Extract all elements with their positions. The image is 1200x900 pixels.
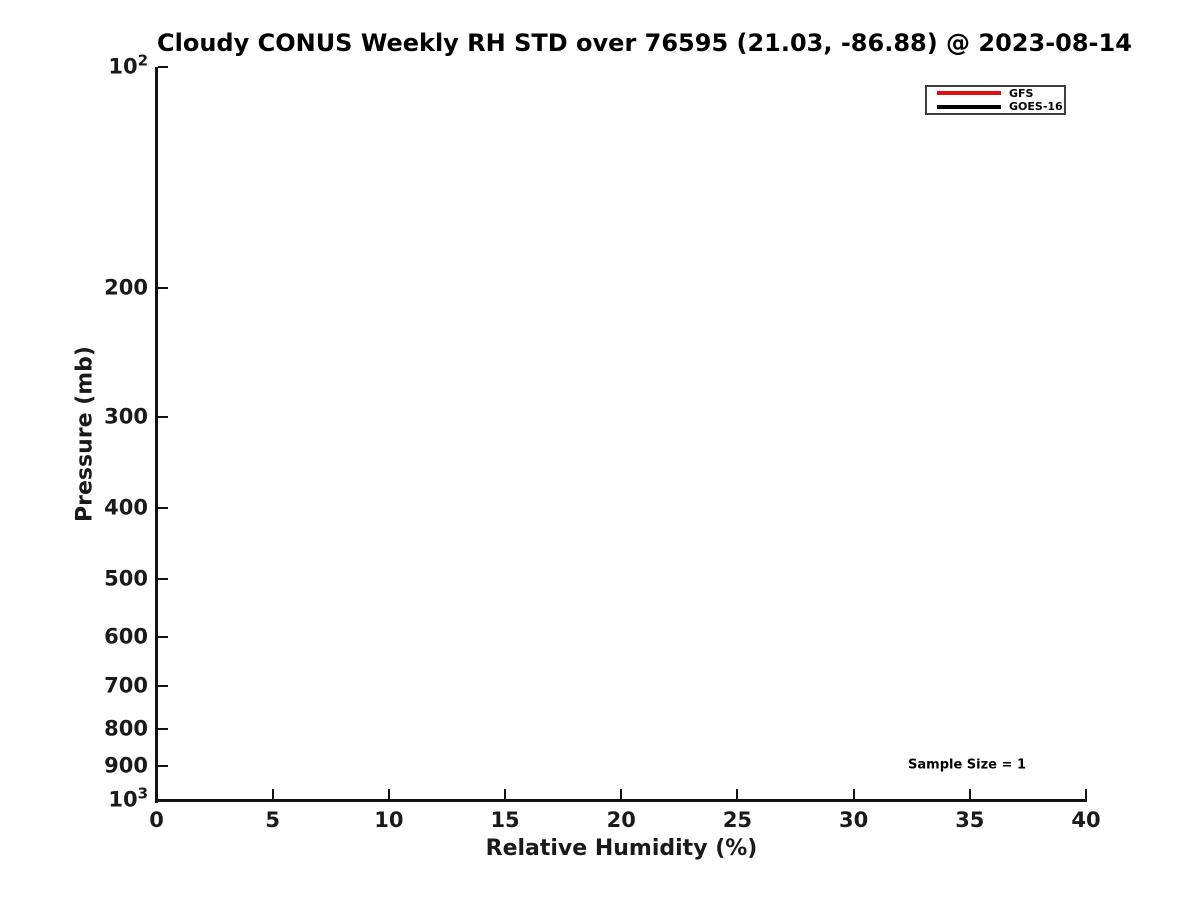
legend-entry: GOES-16 bbox=[937, 101, 1064, 114]
y-tick-label: 600 bbox=[104, 624, 148, 649]
y-tick-label-exponent: 3 bbox=[137, 784, 148, 803]
y-tick-label: 700 bbox=[104, 673, 148, 698]
x-tick-label: 0 bbox=[149, 808, 164, 832]
y-tick-label-base: 10 bbox=[108, 787, 138, 812]
y-tick-label: 500 bbox=[104, 566, 148, 591]
x-tick-mark bbox=[620, 789, 623, 799]
x-tick-mark bbox=[155, 789, 158, 799]
legend-entry: GFS bbox=[937, 87, 1064, 100]
x-tick-label: 5 bbox=[265, 808, 280, 832]
legend-line-swatch bbox=[937, 104, 1001, 109]
legend-label: GOES-16 bbox=[1009, 100, 1063, 114]
x-tick-label: 30 bbox=[839, 808, 869, 832]
x-tick-label: 25 bbox=[722, 808, 753, 832]
y-tick-mark bbox=[158, 765, 168, 768]
y-tick-mark bbox=[158, 286, 168, 289]
y-tick-mark bbox=[158, 636, 168, 639]
y-tick-label: 200 bbox=[104, 275, 148, 300]
x-axis-line bbox=[155, 799, 1087, 802]
chart-title: Cloudy CONUS Weekly RH STD over 76595 (2… bbox=[157, 29, 1132, 57]
x-tick-mark bbox=[504, 789, 507, 799]
x-tick-label: 40 bbox=[1071, 808, 1101, 832]
x-tick-label: 35 bbox=[955, 808, 985, 832]
x-axis-label: Relative Humidity (%) bbox=[485, 836, 758, 861]
y-tick-label: 900 bbox=[104, 753, 148, 778]
x-tick-mark bbox=[1085, 789, 1087, 799]
x-tick-mark bbox=[968, 789, 971, 799]
y-tick-mark bbox=[158, 799, 168, 801]
y-tick-label: 103 bbox=[108, 786, 148, 812]
legend-line-swatch bbox=[937, 91, 1001, 96]
x-tick-mark bbox=[271, 789, 274, 799]
x-tick-mark bbox=[736, 789, 739, 799]
y-tick-mark bbox=[158, 578, 168, 581]
y-tick-label: 300 bbox=[104, 404, 148, 429]
y-tick-label: 800 bbox=[104, 716, 148, 741]
sample-size-annotation: Sample Size = 1 bbox=[908, 757, 1026, 773]
y-tick-mark bbox=[158, 66, 168, 68]
y-tick-label: 400 bbox=[104, 495, 148, 520]
x-tick-label: 20 bbox=[606, 808, 636, 832]
y-tick-mark bbox=[158, 507, 168, 510]
y-axis-label: Pressure (mb) bbox=[72, 346, 98, 522]
x-tick-mark bbox=[852, 789, 855, 799]
y-tick-mark bbox=[158, 415, 168, 418]
x-tick-mark bbox=[387, 789, 390, 799]
legend: GFS GOES-16 bbox=[925, 85, 1066, 115]
x-tick-label: 15 bbox=[490, 808, 520, 832]
x-tick-label: 10 bbox=[374, 808, 404, 832]
y-tick-label-exponent: 2 bbox=[137, 51, 148, 70]
legend-label: GFS bbox=[1009, 86, 1034, 100]
y-tick-label-base: 10 bbox=[108, 54, 138, 79]
y-tick-label: 102 bbox=[108, 53, 148, 79]
y-tick-mark bbox=[158, 727, 168, 730]
y-axis-line bbox=[155, 67, 158, 803]
y-tick-mark bbox=[158, 685, 168, 688]
